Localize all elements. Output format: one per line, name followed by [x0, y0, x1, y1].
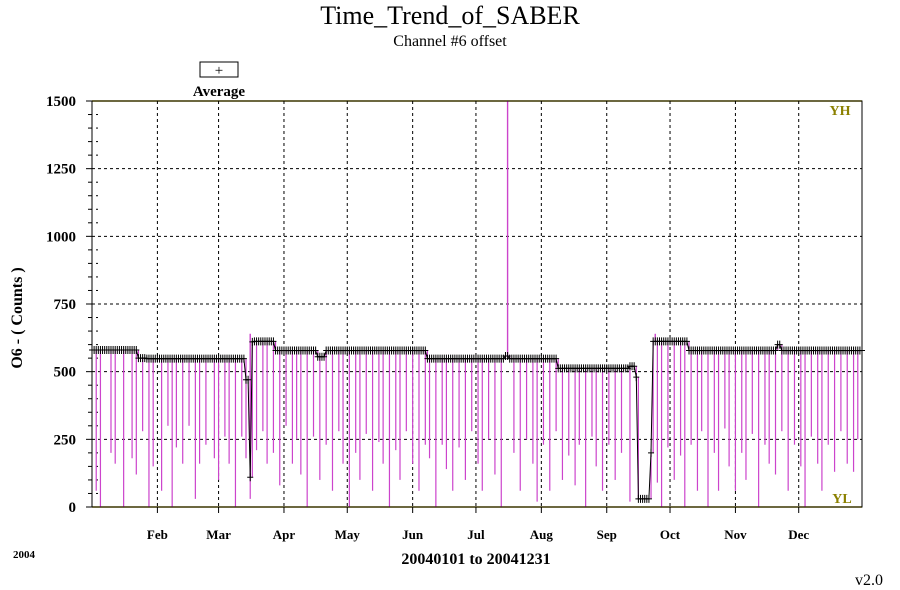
y-axis-ticks: 0 250 500 750 1000 1250 1500 [46, 94, 98, 516]
average-point [683, 337, 690, 346]
x-axis-ticks: Feb Mar Apr May Jun Jul Aug Sep Oct Nov Dec [147, 507, 809, 542]
x-tick-label: Apr [273, 527, 296, 542]
detail-series [95, 101, 859, 507]
legend-label: Average [193, 84, 246, 100]
x-tick-label: May [335, 527, 361, 542]
version-label: v2.0 [855, 572, 883, 589]
average-point [776, 340, 783, 349]
legend-marker-symbol: + [215, 63, 223, 79]
average-series [89, 337, 865, 503]
x-tick-label: Jun [402, 527, 424, 542]
average-point [645, 494, 652, 503]
average-point [772, 346, 779, 355]
x-tick-label: Mar [206, 527, 231, 542]
y-tick-label: 750 [54, 297, 77, 313]
x-tick-label: Jul [467, 527, 485, 542]
average-point [240, 354, 247, 363]
legend-marker-box [199, 61, 239, 78]
yh-label: YH [830, 104, 851, 119]
average-point [245, 375, 252, 384]
y-tick-label: 0 [69, 500, 77, 516]
average-point [247, 473, 254, 482]
average-point [422, 346, 429, 355]
average-point [648, 448, 655, 457]
plot-frame [91, 100, 863, 508]
average-point [633, 373, 640, 382]
average-point [270, 337, 277, 346]
x-tick-label: Nov [724, 527, 747, 542]
x-axis-label: 20040101 to 20041231 [401, 551, 550, 568]
x-tick-label: Sep [597, 527, 617, 542]
average-point [312, 346, 319, 355]
y-axis-label: O6 - ( Counts ) [9, 267, 26, 368]
average-point [553, 354, 560, 363]
average-point [321, 352, 328, 361]
chart-title: Time_Trend_of_SABER [320, 1, 580, 30]
x-tick-label: Oct [660, 527, 681, 542]
legend: + Average [193, 61, 246, 100]
year-label: 2004 [13, 549, 36, 561]
average-point [133, 346, 140, 355]
chart-subtitle: Channel #6 offset [393, 33, 507, 50]
x-tick-label: Aug [530, 527, 554, 542]
yl-label: YL [832, 492, 851, 507]
x-tick-label: Feb [147, 527, 168, 542]
x-tick-label: Dec [788, 527, 809, 542]
average-point [631, 362, 638, 371]
y-tick-label: 250 [54, 432, 77, 448]
y-tick-label: 500 [54, 365, 77, 381]
y-tick-label: 1250 [46, 162, 76, 178]
y-tick-label: 1000 [46, 229, 76, 245]
y-tick-label: 1500 [46, 94, 76, 110]
